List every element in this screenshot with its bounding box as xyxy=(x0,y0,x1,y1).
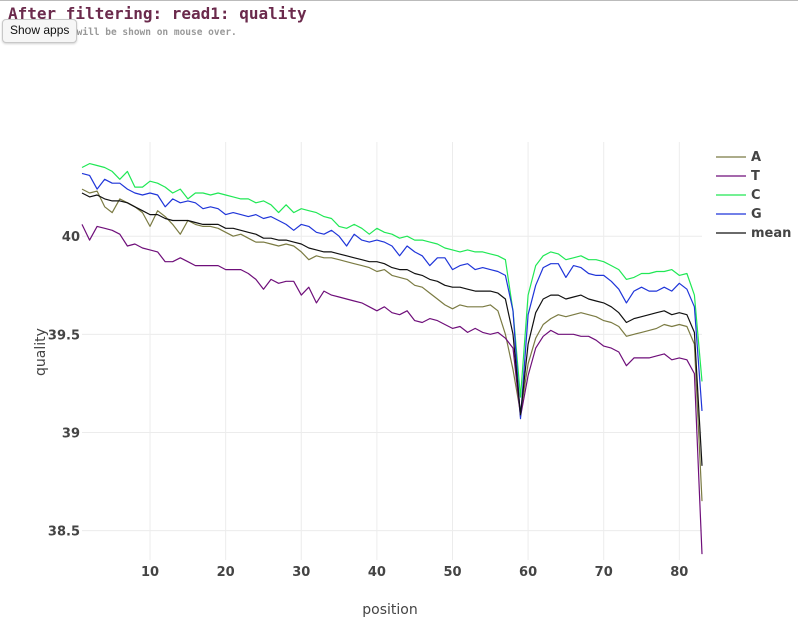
x-tick-label: 50 xyxy=(443,565,461,580)
top-border xyxy=(0,0,798,1)
x-tick-label: 40 xyxy=(368,565,386,580)
x-axis-title: position xyxy=(362,602,417,618)
series-line-mean[interactable] xyxy=(81,192,703,466)
series-line-C[interactable] xyxy=(81,163,703,398)
y-tick-label: 39.5 xyxy=(48,328,80,343)
y-tick-label: 40 xyxy=(62,230,80,245)
series-lines[interactable] xyxy=(81,163,703,555)
legend-label-T[interactable]: T xyxy=(751,169,760,184)
legend-label-C[interactable]: C xyxy=(751,188,761,203)
grid xyxy=(82,142,702,560)
page-title: After filtering: read1: quality xyxy=(8,4,307,23)
show-apps-button[interactable]: Show apps xyxy=(2,19,78,43)
y-tick-label: 39 xyxy=(62,426,80,441)
legend-label-G[interactable]: G xyxy=(751,207,762,222)
series-line-T[interactable] xyxy=(81,224,703,555)
x-tick-label: 10 xyxy=(141,565,159,580)
y-tick-label: 38.5 xyxy=(48,525,80,540)
legend-label-mean[interactable]: mean xyxy=(751,226,791,241)
x-tick-label: 70 xyxy=(595,565,613,580)
axis-ticks: 10 20 30 40 50 60 70 80 38.5 39 39.5 40 xyxy=(48,230,688,580)
x-tick-label: 20 xyxy=(217,565,235,580)
hover-hint-text: ch position will be shown on mouse over. xyxy=(8,27,237,38)
x-tick-label: 60 xyxy=(519,565,537,580)
y-axis-title: quality xyxy=(33,328,49,376)
series-line-G[interactable] xyxy=(81,172,703,420)
x-tick-label: 30 xyxy=(292,565,310,580)
x-tick-label: 80 xyxy=(670,565,688,580)
series-line-A[interactable] xyxy=(81,188,703,502)
legend-label-A[interactable]: A xyxy=(751,150,761,165)
